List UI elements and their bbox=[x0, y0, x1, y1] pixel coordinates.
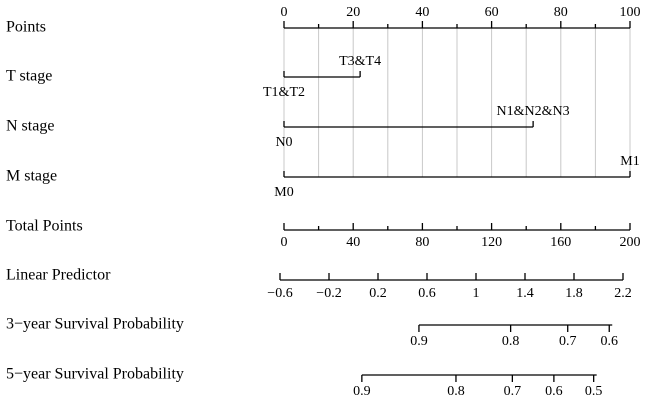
tick-label: 0.9 bbox=[353, 384, 371, 399]
tick-label: 20 bbox=[346, 5, 360, 20]
tick-label: 1 bbox=[473, 286, 480, 301]
tick-label: 0.6 bbox=[600, 334, 618, 349]
tick-label: 100 bbox=[620, 5, 641, 20]
tick-label: 120 bbox=[481, 235, 502, 250]
tick-label: 0.9 bbox=[410, 334, 428, 349]
row-label: 3−year Survival Probability bbox=[6, 316, 184, 333]
tick-label: 60 bbox=[485, 5, 499, 20]
tick-label: 200 bbox=[620, 235, 641, 250]
tick-label: 0.2 bbox=[369, 286, 387, 301]
row-label: Points bbox=[6, 19, 46, 36]
tick-label: 0.8 bbox=[502, 334, 520, 349]
tick-label: 0.5 bbox=[585, 384, 603, 399]
row-label: Linear Predictor bbox=[6, 267, 111, 284]
tick-label: 80 bbox=[415, 235, 429, 250]
row-label: T stage bbox=[6, 68, 52, 85]
row-label: 5−year Survival Probability bbox=[6, 366, 184, 383]
row-label: Total Points bbox=[6, 218, 83, 235]
level-label: N0 bbox=[275, 135, 292, 150]
tick-label: 0.8 bbox=[447, 384, 465, 399]
level-label: N1&N2&N3 bbox=[497, 104, 570, 119]
level-label: M1 bbox=[620, 154, 639, 169]
tick-label: 0 bbox=[281, 235, 288, 250]
tick-label: 0.6 bbox=[418, 286, 436, 301]
tick-label: 2.2 bbox=[614, 286, 632, 301]
tick-label: 40 bbox=[346, 235, 360, 250]
tick-label: 0.7 bbox=[504, 384, 522, 399]
tick-label: 1.4 bbox=[516, 286, 534, 301]
level-label: T3&T4 bbox=[339, 54, 381, 69]
level-label: M0 bbox=[274, 185, 293, 200]
tick-label: 160 bbox=[550, 235, 571, 250]
tick-label: 0.6 bbox=[545, 384, 563, 399]
tick-label: 0 bbox=[281, 5, 288, 20]
tick-label: 80 bbox=[554, 5, 568, 20]
row-label: M stage bbox=[6, 168, 57, 185]
tick-label: 40 bbox=[415, 5, 429, 20]
tick-label: −0.6 bbox=[267, 286, 292, 301]
tick-label: −0.2 bbox=[316, 286, 341, 301]
tick-label: 1.8 bbox=[565, 286, 583, 301]
row-label: N stage bbox=[6, 118, 54, 135]
tick-label: 0.7 bbox=[559, 334, 577, 349]
level-label: T1&T2 bbox=[263, 85, 305, 100]
